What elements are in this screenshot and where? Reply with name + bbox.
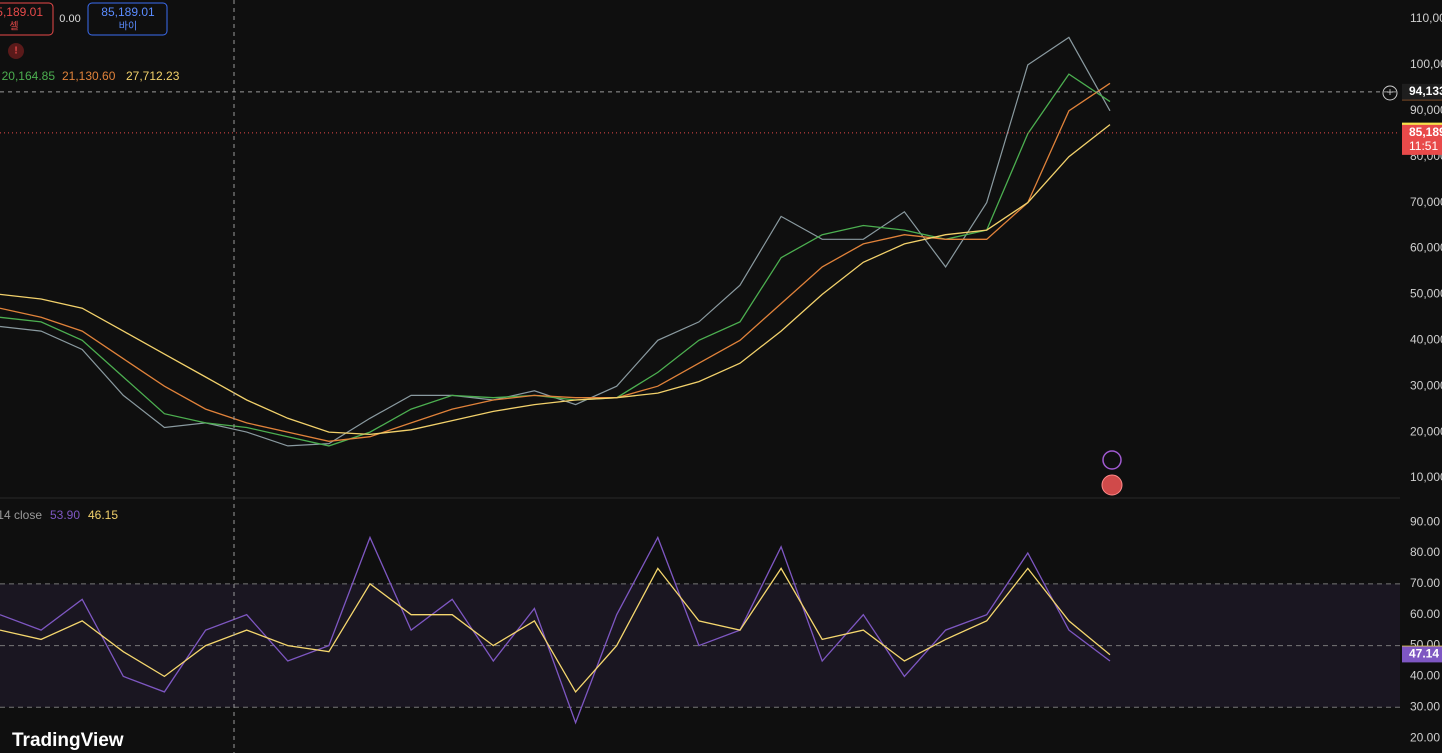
y-tick-label: 100,000 (1410, 57, 1442, 71)
event-icon[interactable] (1102, 450, 1122, 470)
price-tag-label: 94,133 (1409, 84, 1442, 98)
ma-value: 20,164.85 (2, 69, 56, 83)
y-tick-label: 80.00 (1410, 545, 1440, 559)
sell-button[interactable] (0, 2, 54, 36)
sell-price: 85,189.01 (0, 5, 43, 19)
y-tick-label: 20.00 (1410, 730, 1440, 744)
y-tick-label: 50,000 (1410, 287, 1442, 301)
y-tick-label: 70,000 (1410, 195, 1442, 209)
y-tick-label: 20,000 (1410, 424, 1442, 438)
buy-button[interactable] (87, 2, 168, 36)
price-tag (1402, 124, 1442, 155)
rsi-ma-value: 46.15 (88, 508, 118, 522)
price-tag (1402, 646, 1442, 663)
y-tick-label: 40.00 (1410, 669, 1440, 683)
spread: 0.00 (59, 13, 80, 25)
price-tag (1402, 83, 1442, 100)
rsi-legend: RSI 14 close (0, 508, 42, 522)
series-line (0, 124, 1111, 436)
ma-value: 27,712.23 (126, 69, 180, 83)
y-tick-label: 10,000 (1410, 470, 1442, 484)
y-tick-label: 60.00 (1410, 607, 1440, 621)
y-tick-label: 90.00 (1410, 514, 1440, 528)
y-tick-label: 40,000 (1410, 332, 1442, 346)
y-tick-label: 70.00 (1410, 576, 1440, 590)
add-button[interactable] (1382, 85, 1398, 101)
alert-mark: ! (14, 46, 17, 57)
series-line (0, 82, 1111, 442)
price-tag-label: 47.14 (1409, 647, 1439, 661)
y-tick-label: 90,000 (1410, 103, 1442, 117)
y-tick-label: 30,000 (1410, 378, 1442, 392)
countdown: 11:51 (1409, 139, 1438, 153)
buy-price: 85,189.01 (101, 5, 155, 19)
logo: TradingView (12, 730, 124, 751)
price-tag-label: 85,189.01 (1409, 125, 1442, 139)
add-plus: + (1386, 85, 1393, 99)
y-tick-label: 60,000 (1410, 241, 1442, 255)
y-tick-label: 110,000 (1410, 11, 1442, 25)
buy-label: 바이 (119, 21, 137, 33)
sell-label: 셀 (9, 21, 18, 33)
series-line (0, 73, 1111, 447)
alert-icon[interactable] (8, 43, 24, 59)
series-line (0, 567, 1111, 694)
ma-value: 21,130.60 (62, 69, 116, 83)
rsi-value: 53.90 (50, 508, 80, 522)
y-tick-label: 30.00 (1410, 699, 1440, 713)
flag-icon[interactable] (1101, 474, 1123, 496)
